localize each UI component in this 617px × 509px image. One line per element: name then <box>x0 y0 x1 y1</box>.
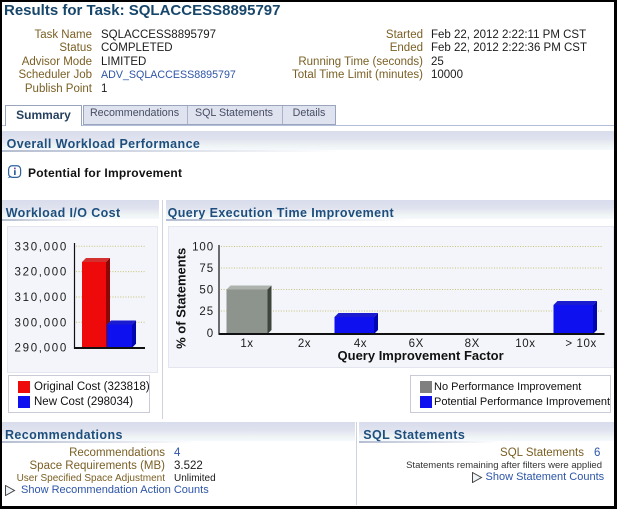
svg-text:25: 25 <box>199 306 214 318</box>
svg-text:> 10x: > 10x <box>565 338 596 350</box>
svg-text:% of Statements: % of Statements <box>174 248 189 349</box>
svg-text:4x: 4x <box>354 338 367 350</box>
svg-text:300,000: 300,000 <box>15 317 68 329</box>
svg-text:100: 100 <box>192 242 214 254</box>
svg-text:320,000: 320,000 <box>15 267 68 279</box>
svg-text:330,000: 330,000 <box>15 241 68 253</box>
svg-text:50: 50 <box>199 285 214 297</box>
svg-text:75: 75 <box>199 263 214 275</box>
svg-text:6X: 6X <box>409 338 424 350</box>
svg-text:Query Improvement Factor: Query Improvement Factor <box>338 348 504 363</box>
svg-text:1x: 1x <box>240 338 253 350</box>
svg-text:10x: 10x <box>515 338 535 350</box>
svg-text:8X: 8X <box>465 338 480 350</box>
svg-text:290,000: 290,000 <box>15 343 68 355</box>
svg-text:2x: 2x <box>298 338 311 350</box>
svg-text:0: 0 <box>207 328 214 340</box>
svg-text:310,000: 310,000 <box>15 292 68 304</box>
